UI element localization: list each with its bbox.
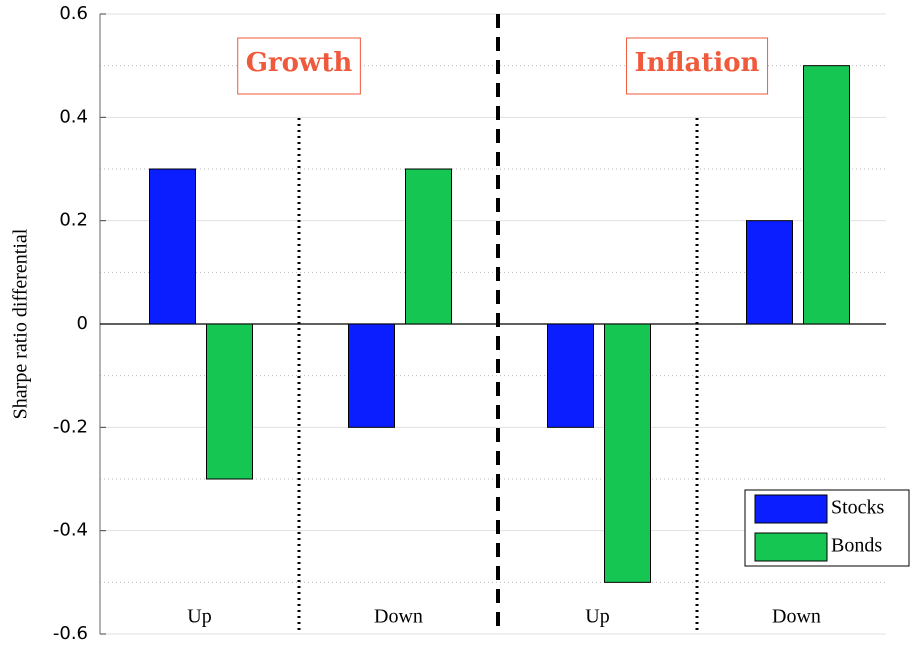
bar bbox=[547, 323, 594, 428]
bar bbox=[803, 65, 850, 325]
group-label: Growth bbox=[246, 48, 353, 78]
y-tick-label: -0.4 bbox=[53, 520, 88, 541]
bar bbox=[604, 323, 651, 583]
x-tick-label: Down bbox=[772, 606, 821, 628]
y-axis-label: Sharpe ratio differential bbox=[10, 228, 32, 419]
y-tick-label: 0 bbox=[77, 313, 88, 334]
y-tick-label: 0.6 bbox=[59, 3, 88, 24]
y-tick-label: -0.2 bbox=[53, 416, 88, 437]
group-label: Inflation bbox=[635, 48, 760, 78]
y-tick-label: 0.4 bbox=[59, 106, 88, 127]
bar bbox=[746, 220, 793, 325]
legend-label: Stocks bbox=[831, 497, 885, 519]
legend-swatch bbox=[754, 532, 828, 562]
x-tick-label: Up bbox=[585, 606, 609, 628]
group-label-box bbox=[237, 37, 361, 95]
y-tick-label: -0.6 bbox=[53, 623, 88, 644]
legend-label: Bonds bbox=[831, 535, 882, 557]
bar bbox=[206, 323, 253, 480]
y-tick-label: 0.2 bbox=[59, 210, 88, 231]
bar bbox=[149, 168, 196, 325]
group-label-box bbox=[626, 37, 769, 95]
x-tick-label: Up bbox=[187, 606, 211, 628]
legend-swatch bbox=[754, 494, 828, 524]
bar bbox=[405, 168, 452, 325]
bar bbox=[348, 323, 395, 428]
x-tick-label: Down bbox=[374, 606, 423, 628]
